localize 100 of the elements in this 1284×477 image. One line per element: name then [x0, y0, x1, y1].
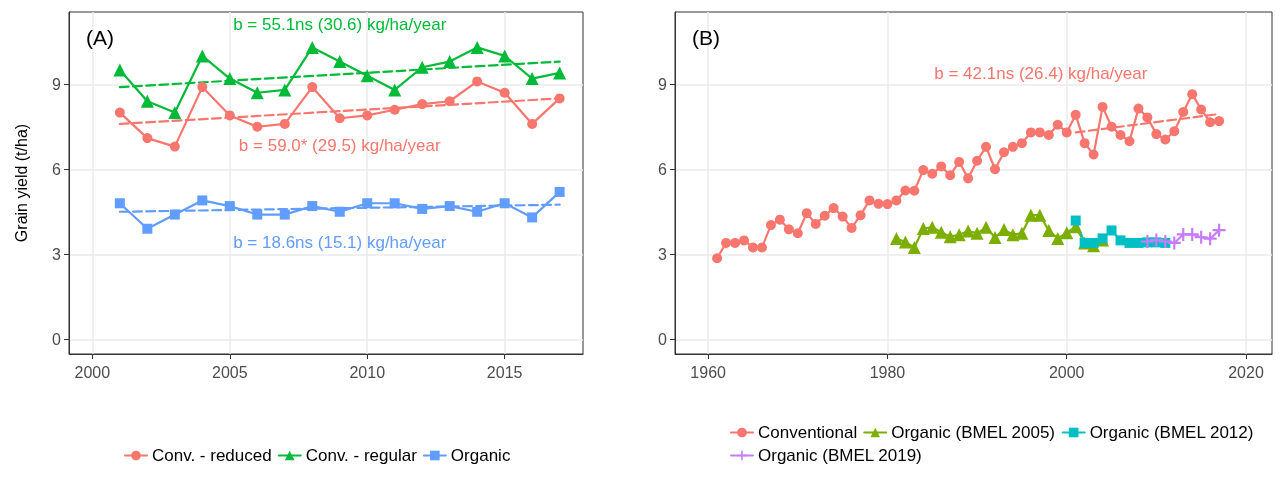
point [527, 118, 538, 129]
point [961, 224, 975, 238]
point [900, 185, 911, 196]
point [945, 170, 956, 181]
point [979, 220, 993, 234]
point [1203, 232, 1217, 246]
point [1196, 104, 1207, 115]
point [756, 242, 767, 253]
point [1043, 129, 1054, 140]
point [554, 186, 565, 197]
point [389, 198, 400, 209]
x-tick-label: 2010 [349, 363, 386, 381]
point [1106, 225, 1117, 236]
point [1024, 208, 1038, 222]
point [907, 240, 921, 254]
point [1052, 119, 1063, 130]
point [443, 55, 457, 69]
point [963, 173, 974, 184]
point [1124, 136, 1135, 147]
point [927, 168, 938, 179]
point [360, 69, 374, 83]
point [934, 225, 948, 239]
point [114, 107, 125, 118]
legend-label: Organic (BMEL 2019) [758, 446, 922, 465]
point [954, 156, 965, 167]
point [307, 82, 318, 93]
point [1033, 208, 1047, 222]
point [417, 99, 428, 110]
point [142, 223, 153, 234]
point [936, 161, 947, 172]
point [498, 49, 512, 63]
point [1106, 121, 1117, 132]
x-tick-label: 2020 [1228, 363, 1264, 381]
point [224, 201, 235, 212]
point [334, 113, 345, 124]
point [1070, 215, 1081, 226]
point [223, 72, 237, 86]
point [909, 185, 920, 196]
point [1133, 103, 1144, 114]
point [362, 198, 373, 209]
point [721, 237, 732, 248]
point [774, 214, 785, 225]
point [1061, 127, 1072, 138]
point [195, 49, 209, 63]
point [1115, 129, 1126, 140]
point [1214, 116, 1225, 127]
point [554, 93, 565, 104]
point [389, 104, 400, 115]
point [730, 237, 741, 248]
x-tick-label: 1980 [869, 363, 906, 381]
point [998, 147, 1009, 158]
point [972, 155, 983, 166]
y-tick-label: 9 [658, 75, 668, 93]
point [1007, 141, 1018, 152]
point [252, 209, 263, 220]
point [1025, 127, 1036, 138]
point [889, 231, 903, 245]
point [279, 209, 290, 220]
point [997, 223, 1011, 237]
point [553, 66, 567, 80]
point [918, 165, 929, 176]
point [278, 83, 292, 97]
y-tick-label: 6 [658, 160, 668, 178]
point [801, 208, 812, 219]
x-tick-label: 2000 [1048, 363, 1085, 381]
point [810, 218, 821, 229]
point [470, 40, 484, 54]
point [990, 164, 1001, 175]
legend-label: Conv. - reduced [152, 446, 272, 465]
point [499, 198, 510, 209]
point [846, 222, 857, 233]
point [388, 83, 402, 97]
point [1124, 237, 1135, 248]
point [444, 96, 455, 107]
point [1042, 223, 1056, 237]
y-axis-title: Grain yield (t/ha) [12, 123, 30, 243]
y-tick-label: 3 [658, 245, 668, 263]
point [362, 110, 373, 121]
point [1051, 231, 1065, 245]
point [739, 235, 750, 246]
point [1194, 230, 1208, 244]
point [114, 198, 125, 209]
point [444, 201, 455, 212]
point [250, 86, 264, 100]
point [305, 40, 319, 54]
point [1070, 109, 1081, 120]
annotation: b = 59.0* (29.5) kg/ha/year [238, 135, 441, 155]
point [1079, 138, 1090, 149]
point [224, 110, 235, 121]
point [1178, 107, 1189, 118]
point [1151, 129, 1162, 140]
point [169, 209, 180, 220]
point [748, 242, 758, 253]
point [925, 220, 939, 234]
y-tick-label: 0 [658, 330, 668, 348]
legend-label: Organic [450, 446, 511, 465]
point [1205, 117, 1216, 128]
x-tick-label: 2000 [74, 363, 111, 381]
point [252, 121, 263, 132]
point [864, 195, 875, 206]
